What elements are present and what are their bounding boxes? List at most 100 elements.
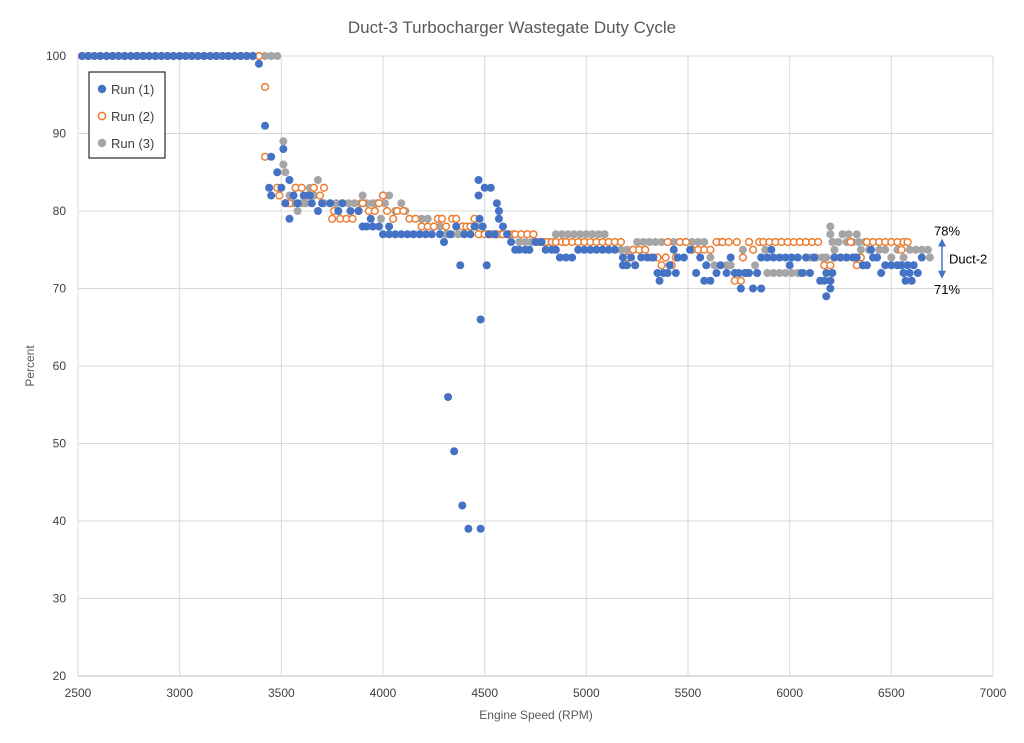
data-point (775, 253, 784, 262)
data-point (397, 230, 406, 239)
data-point (193, 52, 202, 60)
data-point (669, 245, 678, 254)
data-point (923, 245, 932, 254)
data-point (391, 230, 400, 239)
x-tick-label: 7000 (980, 686, 1007, 700)
data-point (267, 152, 276, 161)
data-point (846, 237, 855, 247)
data-point (279, 137, 288, 146)
data-point (710, 261, 719, 270)
data-point (145, 52, 154, 60)
data-point (726, 253, 735, 262)
data-point (297, 183, 306, 192)
data-point (828, 269, 837, 277)
data-point (734, 269, 743, 277)
data-point (444, 393, 453, 401)
data-point (169, 52, 178, 60)
x-tick-label: 3000 (166, 686, 193, 700)
data-point (132, 52, 141, 60)
y-tick-label: 90 (53, 127, 67, 141)
data-point (852, 253, 861, 262)
data-point (618, 253, 627, 262)
data-point (696, 253, 705, 262)
legend-entry: Run (2) (111, 109, 154, 124)
data-point (826, 261, 835, 270)
data-point (399, 206, 408, 216)
data-point (338, 199, 347, 208)
data-point (724, 237, 733, 247)
data-point (641, 245, 650, 254)
data-point (592, 245, 601, 254)
data-point (826, 284, 835, 293)
legend-marker (97, 111, 107, 121)
data-point (732, 237, 741, 247)
y-tick-label: 20 (53, 669, 67, 683)
data-point (706, 245, 715, 254)
y-tick-label: 30 (53, 592, 67, 606)
data-point (568, 253, 577, 262)
data-point (633, 238, 642, 246)
data-point (374, 199, 384, 208)
data-point (96, 52, 105, 60)
data-point (564, 230, 573, 239)
data-point (456, 261, 465, 270)
data-point (417, 214, 426, 223)
data-point (279, 145, 288, 153)
data-point (700, 276, 709, 285)
data-point (600, 230, 609, 239)
series-1 (78, 52, 926, 533)
grid-lines (77, 55, 994, 677)
data-point (427, 230, 436, 239)
data-point (494, 214, 503, 223)
data-point (114, 52, 123, 60)
y-tick-label: 70 (53, 282, 67, 296)
data-point (899, 253, 908, 262)
data-point (307, 199, 316, 208)
data-point (651, 238, 660, 246)
data-point (834, 238, 843, 246)
data-point (151, 52, 160, 60)
data-point (366, 214, 375, 223)
data-point (726, 261, 735, 270)
data-point (415, 230, 424, 239)
data-point (78, 52, 87, 60)
data-point (354, 207, 363, 215)
data-point (181, 52, 190, 60)
data-point (822, 292, 831, 301)
data-point (429, 222, 438, 231)
data-point (466, 230, 475, 239)
x-axis-label: Engine Speed (RPM) (479, 708, 592, 722)
data-point (242, 52, 251, 60)
data-point (706, 253, 715, 262)
data-point (700, 238, 709, 246)
arrow-up-icon (938, 238, 946, 247)
data-point (273, 168, 282, 177)
data-point (551, 245, 560, 254)
data-point (90, 52, 99, 60)
data-point (649, 253, 658, 262)
data-point (358, 199, 367, 208)
y-axis-label: Percent (23, 345, 37, 387)
x-tick-label: 6000 (776, 686, 803, 700)
data-point (570, 230, 579, 239)
data-point (763, 253, 772, 262)
data-point (665, 261, 674, 270)
data-point (441, 222, 451, 231)
data-point (385, 191, 394, 200)
data-point (671, 269, 680, 277)
data-point (903, 237, 912, 247)
data-point (273, 52, 282, 60)
data-point (767, 245, 776, 254)
data-point (411, 214, 420, 223)
data-point (315, 191, 325, 200)
x-tick-label: 2500 (65, 686, 92, 700)
data-point (887, 253, 896, 262)
data-point (616, 245, 625, 254)
data-points (77, 51, 934, 533)
data-point (285, 176, 294, 184)
data-point (637, 253, 646, 262)
data-point (362, 222, 371, 231)
data-point (657, 238, 666, 246)
legend-entry: Run (3) (111, 136, 154, 151)
